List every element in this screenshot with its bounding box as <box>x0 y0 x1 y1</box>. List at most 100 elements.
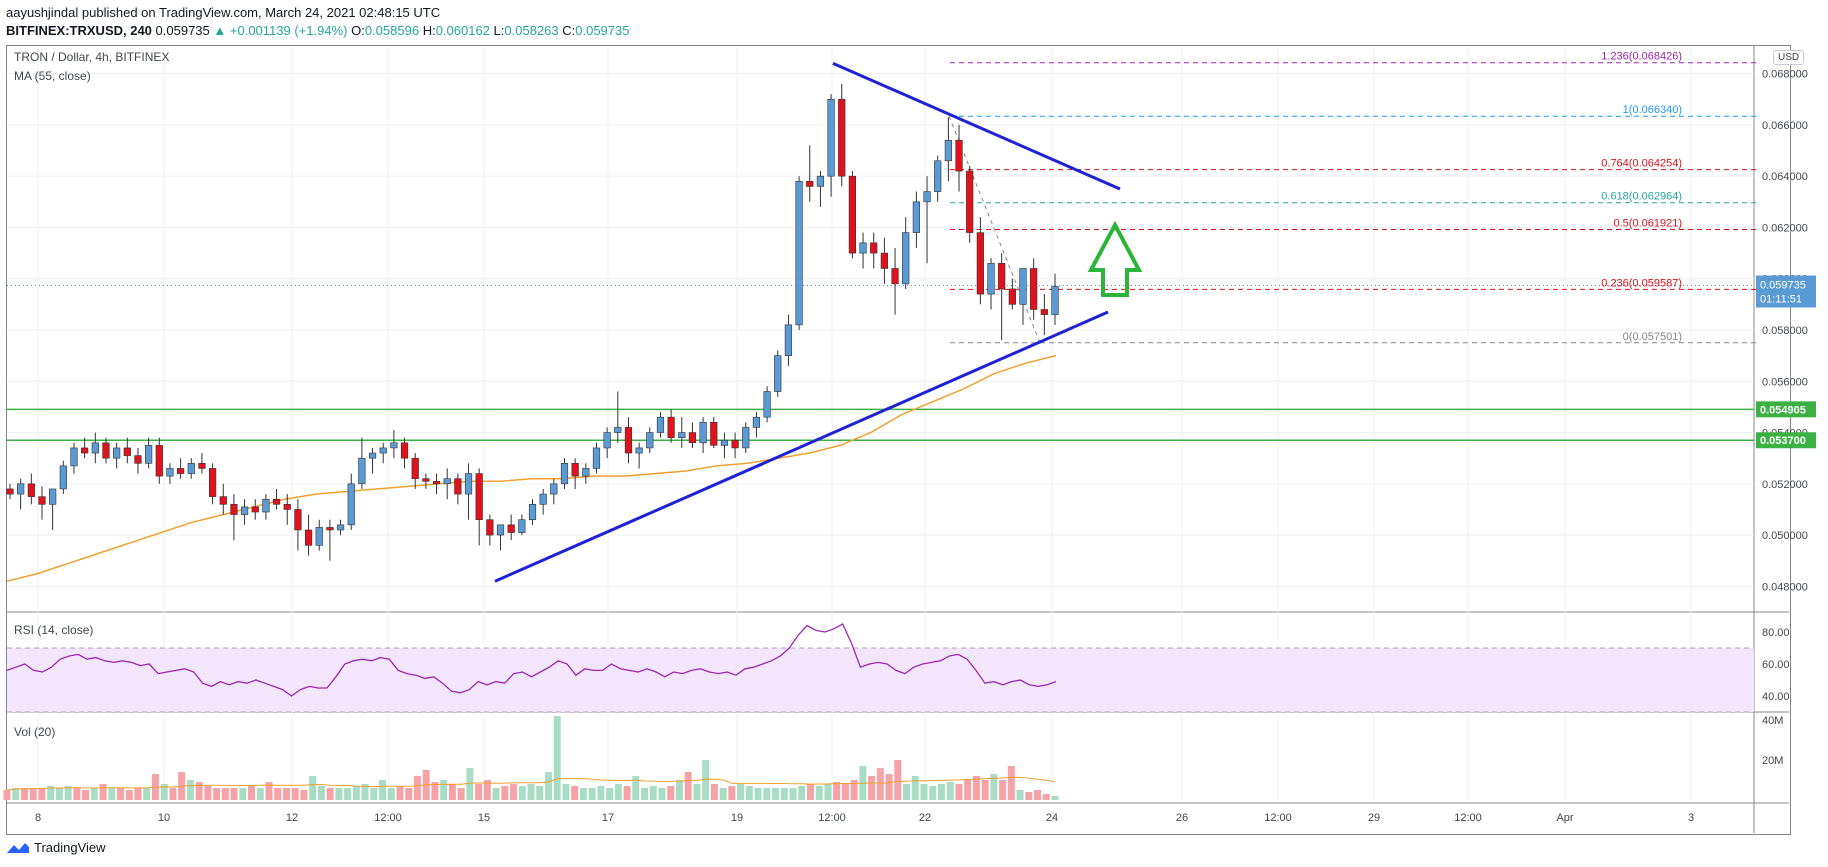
volume-bar <box>38 788 46 800</box>
volume-bar <box>937 784 945 800</box>
candle-body <box>806 181 814 187</box>
volume-bar <box>614 784 622 800</box>
publish-info: published on TradingView.com, March 24, … <box>81 5 441 20</box>
volume-bar <box>955 784 963 800</box>
ascending-trendline <box>494 310 1109 583</box>
support-price-tag <box>1756 432 1816 449</box>
candle-body <box>955 139 963 172</box>
volume-bar <box>99 784 107 800</box>
volume-bar <box>466 768 474 800</box>
candle-body <box>411 457 419 479</box>
volume-bar <box>946 782 954 800</box>
fib-level-label: 0.764(0.064254) <box>1601 158 1682 170</box>
price-tick-label: 0.062000 <box>1762 222 1808 234</box>
volume-bar <box>73 788 81 800</box>
candle-body <box>763 391 771 418</box>
time-tick-label: 8 <box>35 812 41 824</box>
volume-bar <box>667 786 675 800</box>
candle-body <box>454 478 462 495</box>
candle-body <box>987 263 995 295</box>
volume-bar <box>344 788 352 800</box>
fib-connector-line <box>948 116 1041 344</box>
volume-bar <box>361 784 369 800</box>
volume-bar <box>282 788 290 800</box>
publisher-name[interactable]: aayushjindal <box>6 5 79 20</box>
rsi-band <box>7 648 1754 712</box>
volume-bar <box>536 786 544 800</box>
volume-bar <box>309 776 317 800</box>
volume-bar <box>632 776 640 800</box>
candle-body <box>710 421 718 446</box>
volume-bar <box>213 788 221 800</box>
time-tick-label: 12:00 <box>1454 812 1482 824</box>
volume-bar <box>1051 796 1059 800</box>
volume-bar <box>405 788 413 800</box>
volume-bar <box>964 780 972 800</box>
candle-body <box>784 324 793 356</box>
candle-body <box>518 519 526 533</box>
volume-bar <box>448 784 456 800</box>
candle-body <box>368 452 377 459</box>
price-change: ▲ +0.001139 (+1.94%) <box>213 23 348 38</box>
candle-body <box>731 439 739 449</box>
volume-bar <box>1007 766 1015 800</box>
fib-level-label: 0.618(0.062964) <box>1601 191 1682 203</box>
candle-body <box>902 232 910 285</box>
candle-body <box>422 478 430 482</box>
price-tick-label: 0.068000 <box>1762 69 1808 81</box>
rsi-line <box>6 623 1057 697</box>
candle-body <box>550 483 558 495</box>
publish-header: aayushjindal published on TradingView.co… <box>6 4 629 40</box>
volume-bar <box>527 784 535 800</box>
time-tick-label: 12:00 <box>1264 812 1292 824</box>
candle-body <box>208 468 217 497</box>
time-tick-label: 22 <box>919 812 931 824</box>
volume-bar <box>1025 792 1033 800</box>
price-tick-label: 0.064000 <box>1762 171 1808 183</box>
candle-body <box>571 463 579 477</box>
candle-body <box>219 496 227 505</box>
time-tick-label: 3 <box>1688 812 1694 824</box>
volume-bar <box>204 786 212 800</box>
candle-body <box>614 427 622 433</box>
candle-body <box>827 98 835 177</box>
candle-body <box>838 98 846 177</box>
volume-bar <box>265 782 273 800</box>
volume-tick-label: 20M <box>1762 755 1783 767</box>
candle-body <box>1030 268 1038 310</box>
candle-body <box>934 160 942 192</box>
open-label: O: <box>351 23 365 38</box>
volume-bar <box>772 788 780 800</box>
volume-bar <box>1042 794 1050 800</box>
candle-body <box>294 509 302 531</box>
candle-body <box>976 232 984 295</box>
volume-bar <box>579 788 587 800</box>
candle-body <box>326 527 334 531</box>
volume-bar <box>911 776 919 800</box>
candle-body <box>283 504 291 510</box>
candle-body <box>145 445 153 464</box>
currency-badge[interactable]: USD <box>1773 50 1805 65</box>
candle-body <box>507 524 515 533</box>
price-tick-label: 0.052000 <box>1762 479 1808 491</box>
volume-bar <box>675 780 683 800</box>
time-tick-label: 10 <box>158 812 170 824</box>
candle-body <box>358 457 366 485</box>
volume-bar <box>850 780 858 800</box>
volume-bar <box>737 784 745 800</box>
candle-body <box>475 473 483 521</box>
rsi-legend: RSI (14, close) <box>14 623 94 637</box>
time-tick-label: 12:00 <box>374 812 402 824</box>
candle-body <box>592 447 601 469</box>
fib-level-label: 1.236(0.068426) <box>1601 51 1682 63</box>
close-value: 0.059735 <box>575 23 630 38</box>
volume-bar <box>876 768 884 800</box>
volume-bar <box>981 780 989 800</box>
tradingview-brand[interactable]: TradingView <box>6 840 106 855</box>
candle-body <box>496 524 505 536</box>
candle-body <box>59 465 67 490</box>
candle-body <box>912 201 920 233</box>
candle-body <box>923 191 931 203</box>
volume-bar <box>990 774 998 800</box>
